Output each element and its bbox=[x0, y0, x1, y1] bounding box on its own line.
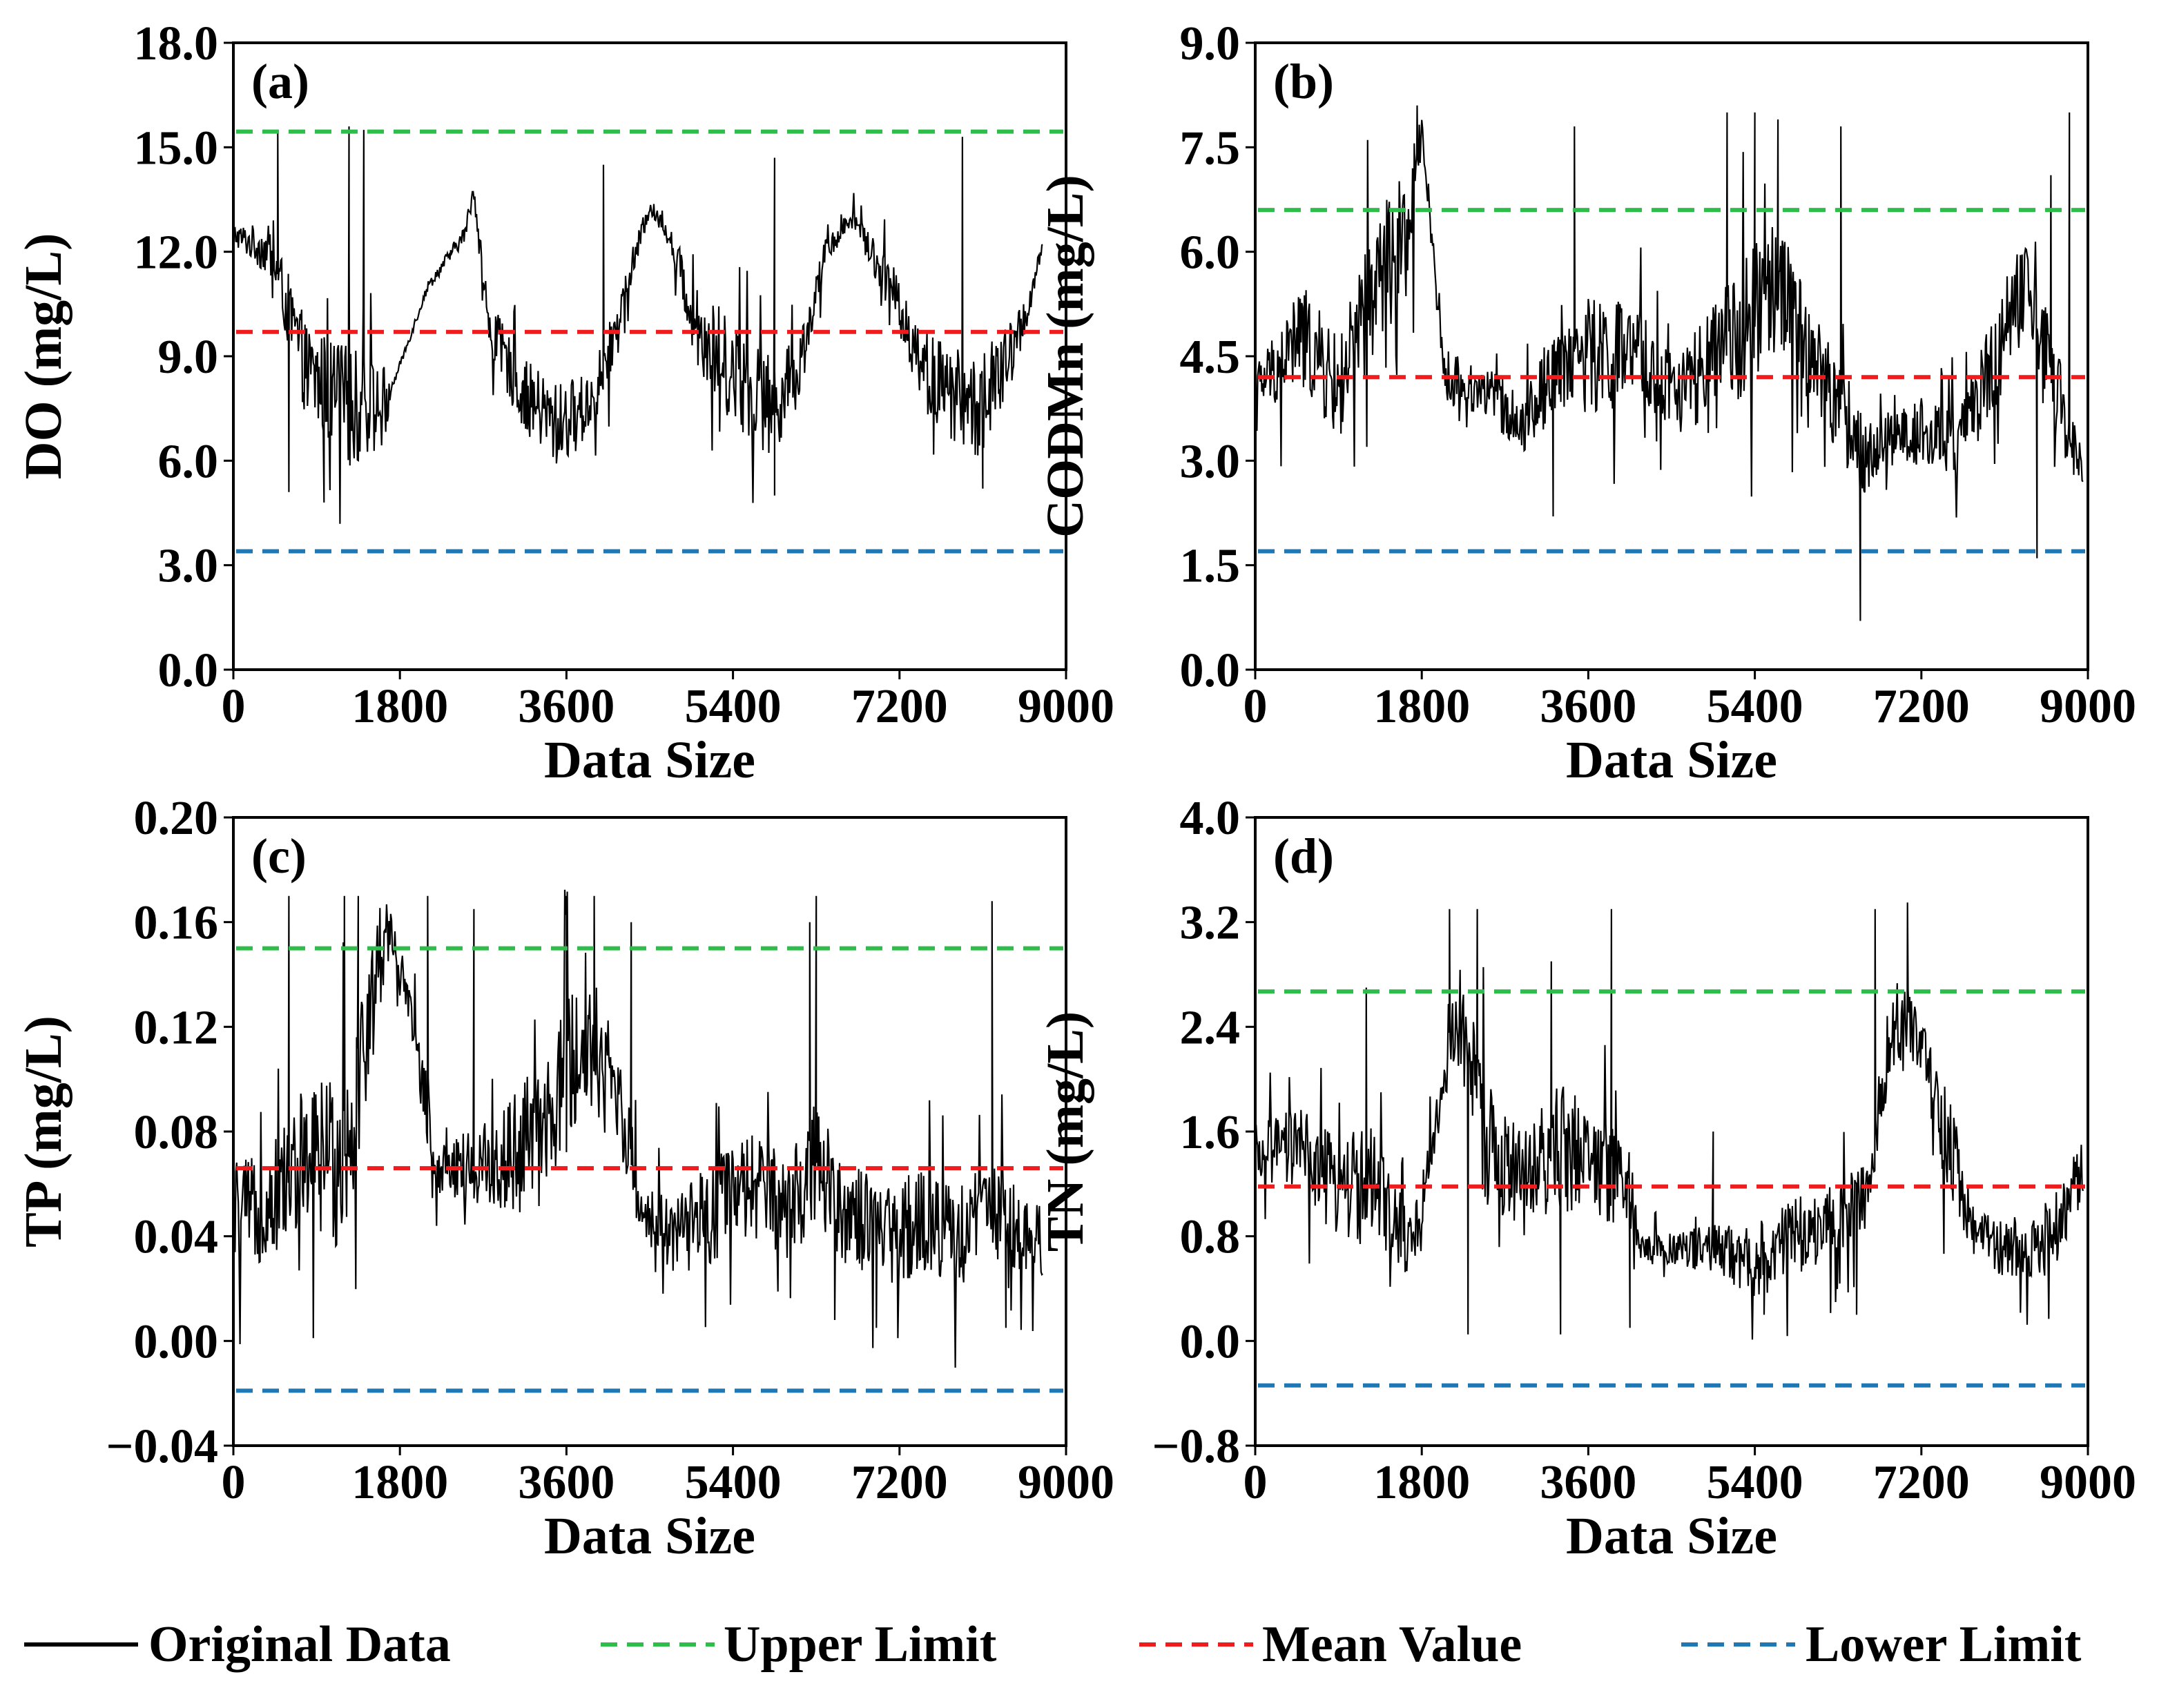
panel-c-tp: 0 1800 3600 5400 7200 9000 −0.04 0.00 0.04 0.08 0.… bbox=[14, 792, 1114, 1565]
y-tick-label-c: −0.04 bbox=[106, 1420, 218, 1473]
y-tick-label-c: 0.04 bbox=[134, 1211, 219, 1264]
legend-label-mean-value: Mean Value bbox=[1262, 1616, 1522, 1673]
x-tick-label-c: 0 bbox=[222, 1456, 246, 1509]
y-tick-label-a: 18.0 bbox=[134, 17, 219, 70]
legend-label-upper-limit: Upper Limit bbox=[724, 1616, 997, 1673]
panel-label-c: (c) bbox=[251, 828, 307, 884]
y-tick-label-c: 0.16 bbox=[134, 897, 219, 950]
x-tick-label-b: 1800 bbox=[1373, 680, 1470, 733]
x-axis-label-d: Data Size bbox=[1566, 1507, 1777, 1565]
panel-a-do: 0 1800 3600 5400 7200 9000 0.0 3.0 6.0 9.0 12.0 15.… bbox=[14, 17, 1114, 789]
y-tick-label-b: 0.0 bbox=[1180, 644, 1241, 697]
x-tick-label-a: 5400 bbox=[685, 680, 782, 733]
x-tick-label-c: 3600 bbox=[518, 1456, 614, 1509]
x-tick-label-a: 7200 bbox=[851, 680, 948, 733]
x-tick-label-b: 3600 bbox=[1540, 680, 1636, 733]
series-original-data-d bbox=[1255, 902, 2084, 1340]
series-original-data-b bbox=[1255, 105, 2084, 621]
y-axis-label-b: CODMn (mg/L) bbox=[1036, 175, 1094, 538]
x-tick-label-a: 1800 bbox=[351, 680, 448, 733]
y-tick-label-d: −0.8 bbox=[1152, 1420, 1240, 1473]
legend-label-lower-limit: Lower Limit bbox=[1806, 1616, 2082, 1673]
x-tick-label-a: 9000 bbox=[1018, 680, 1114, 733]
x-tick-label-c: 9000 bbox=[1018, 1456, 1114, 1509]
x-tick-label-b: 0 bbox=[1243, 680, 1268, 733]
panel-b-codmn: 0 1800 3600 5400 7200 9000 0.0 1.5 3.0 4.5 6.0 7.5 9… bbox=[1036, 17, 2136, 789]
panel-label-a: (a) bbox=[251, 54, 309, 109]
x-tick-label-d: 3600 bbox=[1540, 1456, 1636, 1509]
legend: Original Data Upper Limit Mean Value Low… bbox=[24, 1616, 2082, 1673]
y-tick-label-c: 0.20 bbox=[134, 792, 219, 845]
y-tick-label-d: 2.4 bbox=[1180, 1001, 1241, 1054]
x-axis-label-b: Data Size bbox=[1566, 731, 1777, 789]
y-tick-label-b: 7.5 bbox=[1180, 122, 1241, 175]
y-tick-label-c: 0.12 bbox=[134, 1001, 219, 1054]
x-axis-label-a: Data Size bbox=[544, 731, 755, 789]
y-axis-label-a: DO (mg/L) bbox=[14, 233, 72, 480]
y-tick-label-a: 3.0 bbox=[158, 540, 219, 593]
x-tick-label-b: 9000 bbox=[2040, 680, 2136, 733]
x-tick-label-c: 7200 bbox=[851, 1456, 948, 1509]
x-tick-label-a: 3600 bbox=[518, 680, 614, 733]
plot-frame-b bbox=[1254, 41, 2089, 671]
y-tick-label-b: 4.5 bbox=[1180, 331, 1241, 384]
x-tick-label-b: 5400 bbox=[1707, 680, 1803, 733]
x-tick-label-d: 0 bbox=[1243, 1456, 1268, 1509]
x-axis-label-c: Data Size bbox=[544, 1507, 755, 1565]
y-tick-label-d: 0.8 bbox=[1180, 1211, 1241, 1264]
y-tick-label-b: 1.5 bbox=[1180, 540, 1241, 593]
x-tick-label-c: 1800 bbox=[351, 1456, 448, 1509]
y-tick-label-d: 4.0 bbox=[1180, 792, 1241, 845]
x-tick-label-c: 5400 bbox=[685, 1456, 782, 1509]
y-axis-label-d: TN (mg/L) bbox=[1036, 1011, 1094, 1252]
y-tick-label-a: 12.0 bbox=[134, 226, 219, 280]
y-tick-label-a: 0.0 bbox=[158, 644, 219, 697]
series-original-data-c bbox=[233, 889, 1043, 1368]
y-tick-label-d: 0.0 bbox=[1180, 1315, 1241, 1368]
x-tick-label-d: 9000 bbox=[2040, 1456, 2136, 1509]
panel-label-b: (b) bbox=[1273, 54, 1334, 109]
y-tick-label-b: 9.0 bbox=[1180, 17, 1241, 70]
y-tick-label-d: 3.2 bbox=[1180, 897, 1241, 950]
x-tick-label-a: 0 bbox=[222, 680, 246, 733]
legend-label-original-data: Original Data bbox=[148, 1616, 451, 1673]
y-tick-label-a: 6.0 bbox=[158, 435, 219, 488]
y-axis-label-c: TP (mg/L) bbox=[14, 1016, 72, 1248]
panel-d-tn: 0 1800 3600 5400 7200 9000 −0.8 0.0 0.8 1.6 2.4 3.2… bbox=[1036, 792, 2136, 1565]
x-tick-label-b: 7200 bbox=[1873, 680, 1970, 733]
y-tick-label-b: 3.0 bbox=[1180, 435, 1241, 488]
y-tick-label-a: 9.0 bbox=[158, 331, 219, 384]
x-tick-label-d: 7200 bbox=[1873, 1456, 1970, 1509]
y-tick-label-a: 15.0 bbox=[134, 122, 219, 175]
y-tick-label-d: 1.6 bbox=[1180, 1106, 1241, 1159]
y-tick-label-c: 0.00 bbox=[134, 1315, 219, 1368]
series-original-data-a bbox=[233, 126, 1043, 524]
x-tick-label-d: 1800 bbox=[1373, 1456, 1470, 1509]
x-tick-label-d: 5400 bbox=[1707, 1456, 1803, 1509]
y-tick-label-b: 6.0 bbox=[1180, 226, 1241, 280]
y-tick-label-c: 0.08 bbox=[134, 1106, 219, 1159]
panel-label-d: (d) bbox=[1273, 828, 1334, 884]
